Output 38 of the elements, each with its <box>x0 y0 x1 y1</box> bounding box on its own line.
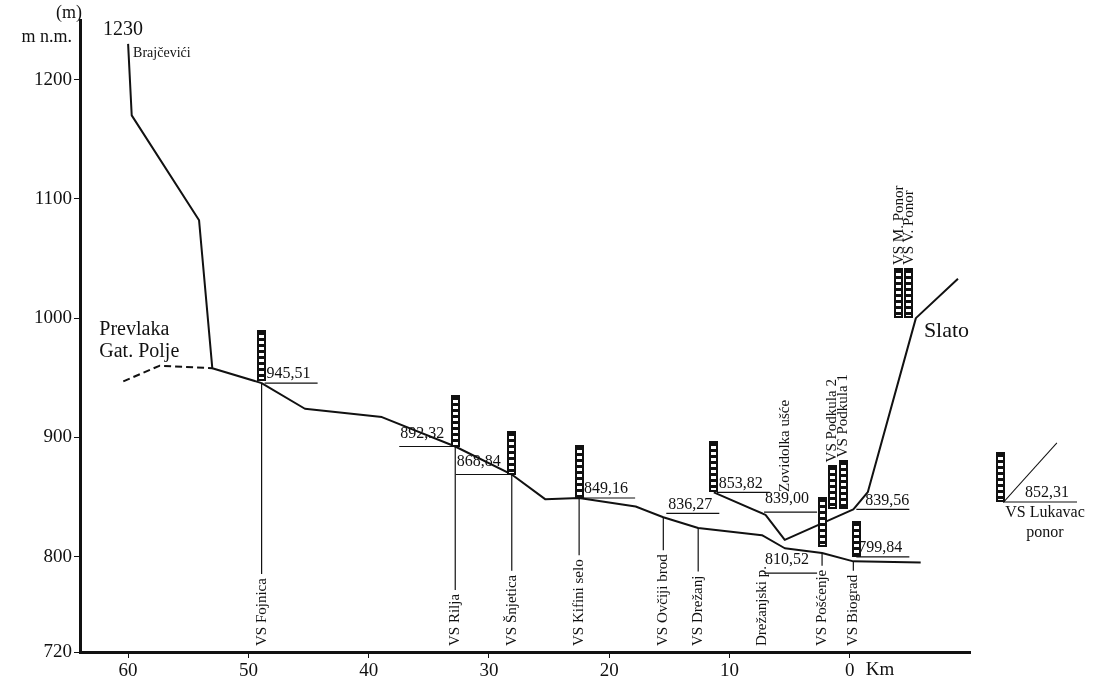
annotation: 853,82 <box>718 473 763 491</box>
annotation: VS Drežanj <box>689 575 706 646</box>
annotation: Prevlaka Gat. Polje <box>99 316 180 362</box>
y-axis-title: (m) m n.m. <box>21 1 82 46</box>
y-tick-label: 1200 <box>34 67 72 89</box>
x-tick-label: 50 <box>238 659 258 681</box>
annotation: 839,56 <box>865 490 910 508</box>
x-tick-label: 20 <box>599 659 619 681</box>
x-tick-label: 10 <box>719 659 739 681</box>
annotation: VS Rilja <box>446 593 463 646</box>
x-tick-label: 60 <box>118 659 138 681</box>
annotation: Zovidolka ušće <box>775 399 792 492</box>
annotation: VS Pošćenje <box>813 569 830 646</box>
annotation: VS Kifini selo <box>570 559 587 646</box>
annotation: 799,84 <box>858 538 903 555</box>
x-tick-label: 40 <box>359 659 379 681</box>
y-tick-label: 1000 <box>34 306 72 328</box>
y-tick-label: 1100 <box>34 186 72 208</box>
annotation: VS Fojnica <box>252 577 269 646</box>
annotation: Drežanjski p. <box>752 566 769 646</box>
annotation: 849,16 <box>584 479 629 497</box>
text: VS Lukavac ponor <box>1005 503 1085 542</box>
annotation: VS Biograd <box>844 574 861 646</box>
x-axis-title: Km <box>865 658 895 680</box>
annotation: 810,52 <box>765 550 810 568</box>
annotation: VS Ovčiji brod <box>654 553 671 646</box>
annotation: 1230 <box>103 17 144 40</box>
annotation: 945,51 <box>266 364 311 382</box>
y-tick-label: 800 <box>43 544 72 566</box>
annotation: VS Šnjetica <box>502 574 519 646</box>
annotation: Slato <box>923 316 970 342</box>
x-tick-label: 30 <box>479 659 499 681</box>
annotation: 836,27 <box>668 494 713 512</box>
y-tick-label: 720 <box>43 639 72 661</box>
text: 852,31 <box>1025 483 1069 501</box>
annotation: Brajčevići <box>133 44 191 60</box>
y-tick-label: 900 <box>43 425 72 447</box>
x-tick-label: 0 <box>844 659 855 681</box>
